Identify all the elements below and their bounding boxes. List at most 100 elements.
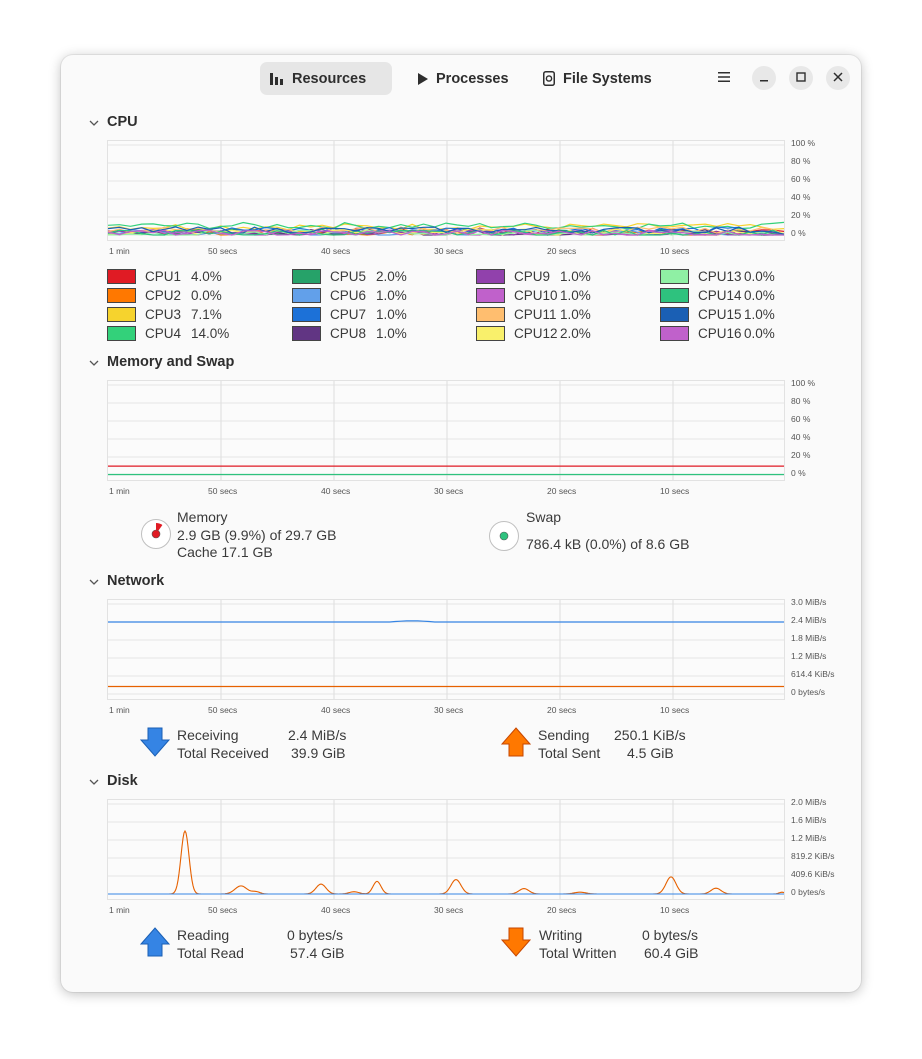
color-swatch[interactable] xyxy=(476,288,505,303)
color-swatch[interactable] xyxy=(107,326,136,341)
disk-graph xyxy=(107,799,785,900)
hamburger-icon xyxy=(718,69,730,87)
grid-lines xyxy=(108,381,784,480)
x-tick-label: 50 secs xyxy=(208,705,238,715)
y-tick-label: 0 % xyxy=(791,228,806,238)
cpu-name: CPU11 xyxy=(514,307,557,322)
color-swatch[interactable] xyxy=(660,288,689,303)
cpu-name: CPU3 xyxy=(145,307,182,322)
disk-icon xyxy=(543,71,555,86)
pie-center xyxy=(499,531,509,541)
swap-usage-indicator xyxy=(488,520,520,557)
cpu-value: 1.0% xyxy=(560,269,591,284)
y-tick-label: 1.2 MiB/s xyxy=(791,833,827,843)
color-swatch[interactable] xyxy=(292,288,321,303)
cpu-legend-item: CPU5 2.0% xyxy=(292,268,407,285)
y-tick-label: 40 % xyxy=(791,192,811,202)
close-button[interactable] xyxy=(826,66,850,90)
cpu-legend-item: CPU6 1.0% xyxy=(292,287,407,304)
cpu-name: CPU16 xyxy=(698,326,742,341)
x-tick-label: 40 secs xyxy=(321,705,351,715)
total-sent-label: Total Sent xyxy=(538,745,601,761)
cpu-legend-item: CPU2 0.0% xyxy=(107,287,222,304)
chevron-down-icon[interactable] xyxy=(88,776,100,788)
cpu-legend-item: CPU15 1.0% xyxy=(660,306,775,323)
x-tick-label: 30 secs xyxy=(434,246,464,256)
grid-lines xyxy=(108,600,784,699)
x-tick-label: 10 secs xyxy=(660,246,690,256)
chevron-down-icon[interactable] xyxy=(88,357,100,369)
play-icon xyxy=(417,72,428,85)
chevron-down-icon[interactable] xyxy=(88,117,100,129)
receiving-label: Receiving xyxy=(177,727,239,743)
total-read-label: Total Read xyxy=(177,945,244,961)
color-swatch[interactable] xyxy=(660,307,689,322)
tab-resources[interactable]: Resources xyxy=(260,62,392,95)
reading-label: Reading xyxy=(177,927,230,943)
y-tick-label: 80 % xyxy=(791,156,811,166)
color-swatch[interactable] xyxy=(292,307,321,322)
system-monitor-window: Resources Processes File Systems xyxy=(61,55,861,992)
memory-cache: Cache 17.1 GB xyxy=(177,544,273,560)
x-tick-label: 50 secs xyxy=(208,905,238,915)
color-swatch[interactable] xyxy=(476,326,505,341)
y-tick-label: 60 % xyxy=(791,174,811,184)
pie-center xyxy=(151,529,161,539)
x-tick-label: 30 secs xyxy=(434,486,464,496)
swap-pie-icon xyxy=(489,521,519,551)
cpu-name: CPU9 xyxy=(514,269,551,284)
memory-graph xyxy=(107,380,785,481)
minimize-button[interactable] xyxy=(752,66,776,90)
cpu-legend-item: CPU10 1.0% xyxy=(476,287,591,304)
cpu-legend-item: CPU16 0.0% xyxy=(660,325,775,342)
color-swatch[interactable] xyxy=(476,307,505,322)
bar-chart-icon xyxy=(270,72,284,85)
sending-label: Sending xyxy=(538,727,590,743)
x-tick-label: 20 secs xyxy=(547,905,577,915)
y-tick-label: 60 % xyxy=(791,414,811,424)
network-graph xyxy=(107,599,785,700)
y-tick-label: 0 bytes/s xyxy=(791,687,826,697)
cpu-legend-item: CPU14 0.0% xyxy=(660,287,775,304)
chevron-down-icon[interactable] xyxy=(88,576,100,588)
swap-label: Swap xyxy=(526,509,562,525)
cpu-name: CPU13 xyxy=(698,269,742,284)
color-swatch[interactable] xyxy=(292,326,321,341)
x-tick-label: 10 secs xyxy=(660,486,690,496)
minimize-icon xyxy=(759,69,769,87)
cpu-value: 0.0% xyxy=(744,288,775,303)
x-tick-label: 40 secs xyxy=(321,486,351,496)
cpu-value: 7.1% xyxy=(191,307,222,322)
y-tick-label: 2.0 MiB/s xyxy=(791,797,827,807)
disk-section-title: Disk xyxy=(107,773,138,789)
maximize-button[interactable] xyxy=(789,66,813,90)
total-received-label: Total Received xyxy=(177,745,269,761)
x-tick-label: 20 secs xyxy=(547,705,577,715)
cpu-value: 2.0% xyxy=(376,269,407,284)
y-tick-label: 80 % xyxy=(791,396,811,406)
color-swatch[interactable] xyxy=(107,288,136,303)
cpu-value: 1.0% xyxy=(560,307,591,322)
color-swatch[interactable] xyxy=(660,269,689,284)
download-arrow-icon xyxy=(139,727,171,762)
memory-pie-icon xyxy=(141,519,171,549)
total-sent-value: 4.5 GiB xyxy=(627,745,674,761)
cpu-legend-item: CPU13 0.0% xyxy=(660,268,775,285)
receiving-series-line xyxy=(108,620,784,623)
y-tick-label: 819.2 KiB/s xyxy=(791,851,835,861)
color-swatch[interactable] xyxy=(107,269,136,284)
memory-usage-indicator xyxy=(140,518,172,555)
main-menu-button[interactable] xyxy=(712,66,736,90)
color-swatch[interactable] xyxy=(660,326,689,341)
receiving-value: 2.4 MiB/s xyxy=(288,727,347,743)
color-swatch[interactable] xyxy=(107,307,136,322)
cpu-value: 2.0% xyxy=(560,326,591,341)
total-read-value: 57.4 GiB xyxy=(290,945,345,961)
read-arrow-icon xyxy=(139,927,171,962)
tab-file-systems[interactable]: File Systems xyxy=(533,62,662,95)
tab-processes[interactable]: Processes xyxy=(407,62,519,95)
memory-usage: 2.9 GB (9.9%) of 29.7 GB xyxy=(177,527,337,543)
x-tick-label: 10 secs xyxy=(660,705,690,715)
color-swatch[interactable] xyxy=(476,269,505,284)
color-swatch[interactable] xyxy=(292,269,321,284)
